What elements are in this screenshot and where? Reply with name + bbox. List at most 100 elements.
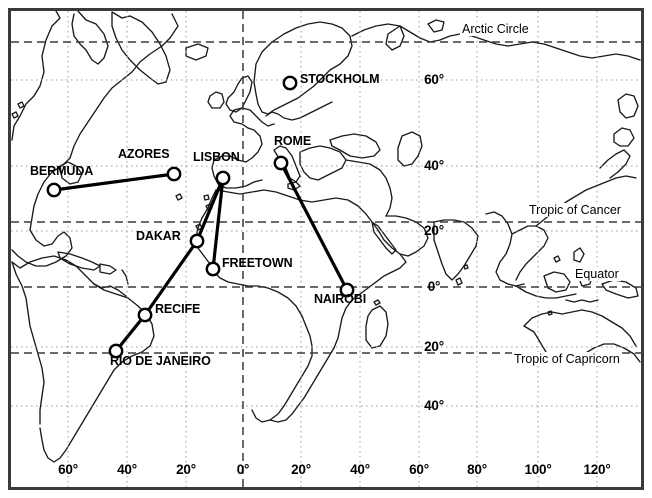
city-marker-dakar[interactable] (189, 233, 205, 249)
city-marker-nairobi[interactable] (339, 282, 355, 298)
coastline-borneo (543, 271, 571, 293)
coastline-ireland (207, 91, 225, 109)
coastline-madagascar-islet (373, 299, 381, 306)
city-label-azores: AZORES (118, 147, 170, 161)
y-axis-label-2: 20° (424, 223, 444, 238)
coastline-scandinavia (253, 21, 353, 115)
coastline-bermuda-islet (11, 111, 19, 119)
coastline-north-america-east (29, 13, 179, 231)
coastline-new-guinea (601, 279, 639, 299)
coastline-china-east (535, 175, 637, 227)
route-line-recife-rio[interactable] (114, 313, 147, 353)
route-line-rome-nairobi[interactable] (279, 161, 349, 292)
city-label-nairobi: NAIROBI (314, 292, 367, 306)
coastline-kamchatka (617, 93, 639, 119)
city-marker-freetown[interactable] (205, 261, 221, 277)
city-marker-bermuda[interactable] (46, 182, 62, 198)
coastline-sri-lanka (455, 277, 463, 286)
coastlines-layer (11, 11, 641, 463)
coastline-florida-gulf (11, 229, 73, 267)
coastline-small-islet-indian (463, 264, 469, 270)
route-line-bermuda-azores[interactable] (52, 172, 176, 192)
coastline-australia-north (523, 309, 637, 347)
x-axis-label-9: 120° (583, 462, 611, 477)
city-label-bermuda: BERMUDA (30, 164, 94, 178)
coastline-sumatra-java (515, 285, 577, 299)
city-label-rio-de-janeiro: RIO DE JANEIRO (110, 354, 211, 368)
annotation-equator: Equator (573, 267, 621, 281)
coastline-iceland (185, 43, 209, 61)
coastline-cuba-caribbean (57, 251, 101, 271)
annotation-tropic-of-cancer: Tropic of Cancer (527, 203, 623, 217)
y-axis-label-0: 60° (424, 72, 444, 87)
city-label-dakar: DAKAR (136, 229, 181, 243)
city-marker-lisbon[interactable] (215, 170, 231, 186)
x-axis-label-3: 0° (236, 462, 250, 477)
coastline-southeast-asia (485, 211, 525, 287)
coastline-japan-north (613, 127, 635, 147)
y-axis-label-3: 0° (427, 279, 441, 294)
x-axis-label-0: 60° (58, 462, 78, 477)
coastline-canada-arctic (71, 11, 109, 65)
y-axis-label-4: 20° (424, 339, 444, 354)
coastline-turkey-levant (345, 159, 393, 217)
coastline-north-africa (215, 189, 379, 231)
annotation-tropic-of-capricorn: Tropic of Capricorn (512, 352, 622, 366)
coastline-java-chain (565, 299, 599, 303)
coastline-north-russia (351, 23, 641, 61)
coastline-sumatra-islet (547, 310, 553, 316)
x-axis-label-1: 40° (117, 462, 137, 477)
coastline-greenland (11, 11, 61, 141)
coastline-black-sea (329, 133, 381, 159)
coastline-indochina-coast (511, 225, 549, 281)
markers-layer (46, 75, 355, 359)
x-axis-label-2: 20° (176, 462, 196, 477)
x-axis-label-8: 100° (524, 462, 552, 477)
city-marker-rome[interactable] (273, 155, 289, 171)
coastline-africa-west (195, 189, 313, 423)
x-axis-label-7: 80° (467, 462, 487, 477)
coastline-madagascar (365, 305, 389, 349)
y-axis-label-1: 40° (424, 158, 444, 173)
coastline-azores-islet (175, 193, 183, 201)
coastline-iberia-france (213, 127, 263, 163)
coastline-korea-japan (599, 149, 631, 179)
x-axis-label-4: 20° (291, 462, 311, 477)
coastline-britain (225, 75, 253, 113)
city-marker-recife[interactable] (137, 307, 153, 323)
route-line-lisbon-freetown[interactable] (211, 176, 225, 271)
routes-layer (52, 161, 349, 353)
city-marker-stockholm[interactable] (282, 75, 298, 91)
coastline-africa-horn-east (269, 229, 407, 423)
route-line-lisbon-dakar[interactable] (195, 176, 225, 243)
coastline-madeira-islet (203, 194, 210, 201)
x-axis-label-5: 40° (350, 462, 370, 477)
coastline-hispaniola (99, 263, 117, 275)
city-label-lisbon: LISBON (193, 150, 240, 164)
coastline-balkans-greece (299, 145, 347, 181)
city-marker-azores[interactable] (166, 166, 182, 182)
coastline-philippines (573, 247, 585, 263)
coastline-india (433, 219, 479, 281)
coastline-nova-scotia (59, 161, 83, 185)
coastline-baffin (111, 11, 171, 85)
coastline-amazon-mouth (93, 283, 127, 297)
coastline-novaya-zemlya (427, 19, 445, 33)
city-label-freetown: FREETOWN (222, 256, 293, 270)
coastline-south-america-west (11, 261, 45, 425)
coastline-arabia (385, 215, 429, 257)
city-label-rome: ROME (274, 134, 312, 148)
coastline-sicily (287, 181, 301, 191)
coastline-timor-islet (553, 255, 561, 263)
coastline-south-america-north (11, 255, 155, 463)
coastline-caspian (397, 131, 423, 167)
city-marker-rio-de-janeiro[interactable] (108, 343, 124, 359)
coastline-red-sea (371, 221, 397, 255)
city-label-stockholm: STOCKHOLM (300, 72, 380, 86)
x-axis-label-6: 60° (409, 462, 429, 477)
coastline-denmark-baltic (265, 101, 333, 121)
y-axis-label-5: 40° (424, 398, 444, 413)
route-line-dakar-recife[interactable] (143, 239, 199, 317)
